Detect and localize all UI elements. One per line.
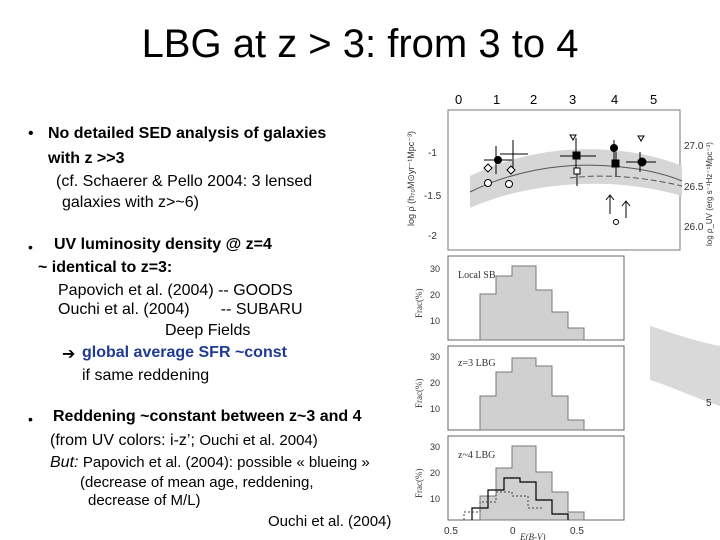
bullet1-line2: with z >>3 <box>48 150 125 167</box>
svg-text:20: 20 <box>430 290 440 300</box>
bullet-marker: • <box>28 411 33 427</box>
bullet3-line1: Reddening ~constant between z~3 and 4 <box>53 408 362 425</box>
svg-text:10: 10 <box>430 316 440 326</box>
right-axis-label: log ρ_UV (erg s⁻¹Hz⁻¹Mpc⁻³) <box>705 142 714 246</box>
svg-text:30: 30 <box>430 352 440 362</box>
y-tick: -1.5 <box>424 191 442 202</box>
right-tick: 26.0 <box>684 222 704 233</box>
arrow-icon: ➔ <box>62 346 76 363</box>
right-tick: 27.0 <box>684 141 704 152</box>
top-axis-tick: 4 <box>611 92 619 107</box>
panel-z4-lbg: z~4 LBG 30 20 10 Frac(%) <box>414 435 625 521</box>
y-tick: -1 <box>428 148 437 159</box>
right-tick: 26.5 <box>684 182 704 193</box>
sfr-density-figure: log ρ̇ (h₇₀M⊙yr⁻¹Mpc⁻³) -1 -1.5 -2 27.0 … <box>406 109 714 251</box>
credit-text: Ouchi et al. (2004) <box>268 513 392 530</box>
x-tick: 0.5 <box>444 526 458 537</box>
bullet1-sub1: (cf. Schaerer & Pello 2004: 3 lensed <box>56 173 313 190</box>
side-tick: 5 <box>706 398 712 409</box>
bullet3-line2: (from UV colors: i-z’; Ouchi et al. 2004… <box>50 432 318 449</box>
svg-text:30: 30 <box>430 442 440 452</box>
bullet2-line4: Ouchi et al. (2004) -- SUBARU <box>58 301 303 318</box>
bullet3-line3: But: Papovich et al. (2004): possible « … <box>50 454 370 471</box>
top-axis-tick: 0 <box>455 92 463 107</box>
y-axis-label: Frac(%) <box>414 379 424 408</box>
panel-label: z=3 LBG <box>458 358 496 369</box>
y-axis-label: log ρ̇ (h₇₀M⊙yr⁻¹Mpc⁻³) <box>406 131 416 226</box>
model-curve <box>469 164 683 193</box>
bullet-marker: • <box>28 125 34 142</box>
bullet2-line1: UV luminosity density @ z=4 <box>54 236 272 253</box>
model-curve-dashed <box>569 175 683 187</box>
panel-label: z~4 LBG <box>458 450 495 461</box>
bullet3-line5: decrease of M/L) <box>88 492 201 509</box>
panel-z3-lbg: z=3 LBG 30 20 10 Frac(%) <box>414 345 625 431</box>
band-continuation <box>650 326 720 406</box>
x-axis-label: E(B-V) <box>519 532 545 540</box>
svg-text:10: 10 <box>430 494 440 504</box>
y-tick: -2 <box>428 231 437 242</box>
top-axis-tick: 2 <box>530 92 538 107</box>
reddening-histograms: 5 Local SB 30 20 10 Frac(%) z=3 LBG 30 2… <box>414 255 720 540</box>
bullet2-line3: Papovich et al. (2004) -- GOODS <box>58 282 293 299</box>
data-points <box>483 134 656 225</box>
y-axis-label: Frac(%) <box>414 469 424 498</box>
svg-text:30: 30 <box>430 264 440 274</box>
top-axis-tick: 3 <box>569 92 577 107</box>
svg-text:20: 20 <box>430 468 440 478</box>
top-axis-tick: 1 <box>493 92 501 107</box>
top-axis-tick: 5 <box>650 92 658 107</box>
panel-local-sb: Local SB 30 20 10 Frac(%) <box>414 255 625 341</box>
bullet2-line5: Deep Fields <box>165 322 251 339</box>
bullet-marker: • <box>28 239 33 255</box>
bullet3-line4: (decrease of mean age, reddening, <box>80 474 314 491</box>
x-tick: 0 <box>510 526 516 537</box>
bullet1-line1: No detailed SED analysis of galaxies <box>48 125 327 142</box>
svg-text:20: 20 <box>430 378 440 388</box>
panel-label: Local SB <box>458 270 496 281</box>
bullet2-line2: ~ identical to z=3: <box>38 259 173 276</box>
slide-title: LBG at z > 3: from 3 to 4 <box>141 22 579 66</box>
bullet1-sub2: galaxies with z>~6) <box>62 194 199 211</box>
y-axis-label: Frac(%) <box>414 289 424 318</box>
svg-text:10: 10 <box>430 404 440 414</box>
x-tick: 0.5 <box>570 526 584 537</box>
bullet2-conclusion: global average SFR ~const <box>82 344 287 361</box>
bullet2-line7: if same reddening <box>82 367 210 384</box>
model-band <box>470 149 682 208</box>
